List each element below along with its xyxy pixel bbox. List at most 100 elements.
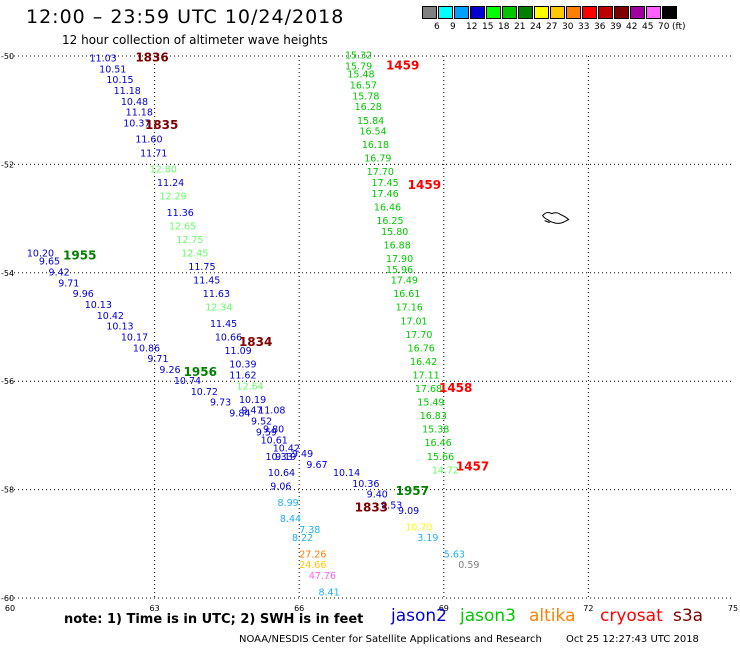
wave-height-label: 11.09 xyxy=(224,346,251,357)
wave-height-label: 10.42 xyxy=(97,311,124,322)
wave-height-label: 12.75 xyxy=(176,235,203,246)
wave-height-label: 15.66 xyxy=(427,452,454,463)
wave-height-label: 12.65 xyxy=(169,221,196,232)
wave-height-label: 11.62 xyxy=(229,370,256,381)
wave-height-label: 10.48 xyxy=(121,97,148,108)
footer-note: note: 1) Time is in UTC; 2) SWH is in fe… xyxy=(64,612,364,627)
legend-swatch xyxy=(566,6,581,19)
wave-height-label: 16.46 xyxy=(425,438,452,449)
legend-swatch xyxy=(550,6,565,19)
legend-label: 21 xyxy=(514,22,526,32)
wave-height-label: 10.61 xyxy=(261,436,288,447)
x-tick-label: 60 xyxy=(5,604,15,613)
wave-height-label: 9.80 xyxy=(263,425,284,436)
wave-height-label: 9.84 xyxy=(229,408,250,419)
wave-height-label: 16.83 xyxy=(420,411,447,422)
legend-swatch xyxy=(486,6,501,19)
legend-label: 24 xyxy=(530,22,542,32)
wave-height-label: 16.25 xyxy=(376,216,403,227)
wave-height-label: 10.51 xyxy=(99,64,126,75)
wave-height-label: 9.73 xyxy=(210,398,231,409)
wave-height-label: 10.37 xyxy=(123,118,150,129)
legend-label: 6 xyxy=(434,22,440,32)
wave-height-label: 17.46 xyxy=(372,189,399,200)
wave-height-label: 9.40 xyxy=(367,490,388,501)
kerguelen-island-outline xyxy=(542,211,570,224)
wave-height-label: 11.18 xyxy=(126,108,153,119)
wave-height-label: 3.19 xyxy=(417,533,438,544)
wave-height-label: 8.22 xyxy=(292,533,313,544)
legend-label: 15 xyxy=(482,22,494,32)
wave-height-label: 9.09 xyxy=(398,506,419,517)
wave-height-label: 16.76 xyxy=(408,343,435,354)
wave-height-label: 10.39 xyxy=(229,360,256,371)
wave-height-label: 47.76 xyxy=(309,571,336,582)
wave-height-label: 10.64 xyxy=(268,468,295,479)
x-tick-label: 75 xyxy=(728,604,738,613)
legend-label: 42 xyxy=(626,22,638,32)
wave-height-label: 15.78 xyxy=(352,91,379,102)
wave-height-label: 10.72 xyxy=(191,387,218,398)
legend-swatch xyxy=(598,6,613,19)
legend-swatch xyxy=(646,6,661,19)
wave-height-label: 12.80 xyxy=(150,165,177,176)
wave-height-label: 11.18 xyxy=(114,86,141,97)
wave-height-label: 15.38 xyxy=(422,425,449,436)
wave-height-label: 16.57 xyxy=(350,81,377,92)
pass-time-label: 1834 xyxy=(239,335,272,349)
wave-height-label: 24.66 xyxy=(299,560,326,571)
wave-height-label: 9.42 xyxy=(49,268,70,279)
legend-swatch xyxy=(518,6,533,19)
wave-height-label: 15.80 xyxy=(381,227,408,238)
chart-subtitle: 12 hour collection of altimeter wave hei… xyxy=(62,33,328,47)
wave-height-label: 10.36 xyxy=(352,479,379,490)
legend-label: 36 xyxy=(594,22,606,32)
x-tick-label: 66 xyxy=(294,604,304,613)
wave-height-label: 10.19 xyxy=(239,395,266,406)
wave-height-label: 16.42 xyxy=(410,357,437,368)
pass-time-label: 1835 xyxy=(145,118,178,132)
legend-swatch xyxy=(582,6,597,19)
y-tick-label: -50 xyxy=(1,52,14,61)
wave-height-label: 16.88 xyxy=(384,240,411,251)
wave-height-label: 11.71 xyxy=(140,148,167,159)
pass-time-label: 1955 xyxy=(63,248,96,262)
wave-height-label: 10.86 xyxy=(133,343,160,354)
wave-height-label: 12.45 xyxy=(181,249,208,260)
wave-height-label: 10.17 xyxy=(121,333,148,344)
satellite-jason3: jason3 xyxy=(460,606,516,626)
satellite-altika: altika xyxy=(529,606,576,626)
wave-height-label: 17.90 xyxy=(386,254,413,265)
wave-height-label: 0.59 xyxy=(458,560,479,571)
wave-height-label: 12.34 xyxy=(205,303,232,314)
wave-height-label: 9.67 xyxy=(306,460,327,471)
wave-height-label: 17.49 xyxy=(391,276,418,287)
wave-height-label: 11.03 xyxy=(90,53,117,64)
wave-height-label: 11.45 xyxy=(210,319,237,330)
wave-height-label: 11.45 xyxy=(193,276,220,287)
wave-height-label: 15.96 xyxy=(386,265,413,276)
wave-height-label: 9.49 xyxy=(292,449,313,460)
y-tick-label: -56 xyxy=(1,377,14,386)
y-tick-label: -52 xyxy=(1,160,14,169)
wave-height-label: 16.79 xyxy=(364,154,391,165)
wave-height-label: 16.28 xyxy=(355,102,382,113)
pass-time-label: 1459 xyxy=(408,178,441,192)
wave-height-label: 17.11 xyxy=(412,370,439,381)
wave-height-label: 16.61 xyxy=(393,289,420,300)
wave-height-label: 8.41 xyxy=(318,587,339,598)
wave-height-label: 9.71 xyxy=(58,278,79,289)
wave-height-label: 9.52 xyxy=(251,417,272,428)
pass-time-label: 1833 xyxy=(355,500,388,514)
legend-swatch xyxy=(454,6,469,19)
wave-height-label: 17.68 xyxy=(415,384,442,395)
wave-height-label: 11.63 xyxy=(203,289,230,300)
wave-height-label: 11.36 xyxy=(167,208,194,219)
pass-time-label: 1956 xyxy=(184,365,217,379)
legend-label: 9 xyxy=(450,22,456,32)
wave-height-label: 27.26 xyxy=(299,549,326,560)
legend-swatch xyxy=(422,6,437,19)
wave-height-label: 17.70 xyxy=(405,330,432,341)
legend-label: 30 xyxy=(562,22,574,32)
